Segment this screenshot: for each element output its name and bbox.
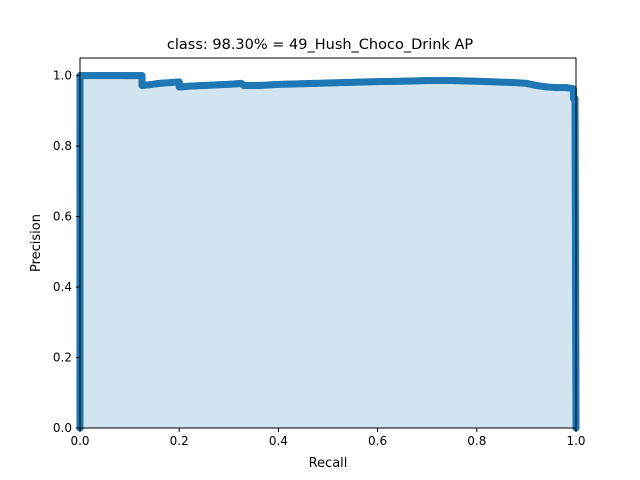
- pr-curve-markers: [76, 72, 580, 432]
- x-tick-label: 0.2: [170, 434, 189, 448]
- y-tick-label: 1.0: [53, 69, 72, 83]
- x-tick-label: 0.0: [70, 434, 89, 448]
- chart-title: class: 98.30% = 49_Hush_Choco_Drink AP: [167, 37, 473, 53]
- plot-area: [76, 72, 580, 432]
- x-tick-label: 0.4: [269, 434, 288, 448]
- y-axis-label: Precision: [29, 214, 44, 272]
- y-tick-label: 0.0: [53, 421, 72, 435]
- plot-frame: [79, 57, 577, 429]
- x-axis-label: Recall: [309, 456, 348, 471]
- x-tick-label: 0.6: [368, 434, 387, 448]
- x-axis-ticks: 0.0 0.2 0.4 0.6 0.8 1.0: [70, 428, 586, 448]
- x-tick-label: 1.0: [566, 434, 585, 448]
- y-tick-label: 0.4: [53, 280, 72, 294]
- y-axis-ticks: 0.0 0.2 0.4 0.6 0.8 1.0: [53, 69, 80, 435]
- x-tick-label: 0.8: [467, 434, 486, 448]
- y-tick-label: 0.6: [53, 210, 72, 224]
- y-tick-label: 0.8: [53, 139, 72, 153]
- pr-area-fill: [80, 75, 576, 429]
- y-tick-label: 0.2: [53, 351, 72, 365]
